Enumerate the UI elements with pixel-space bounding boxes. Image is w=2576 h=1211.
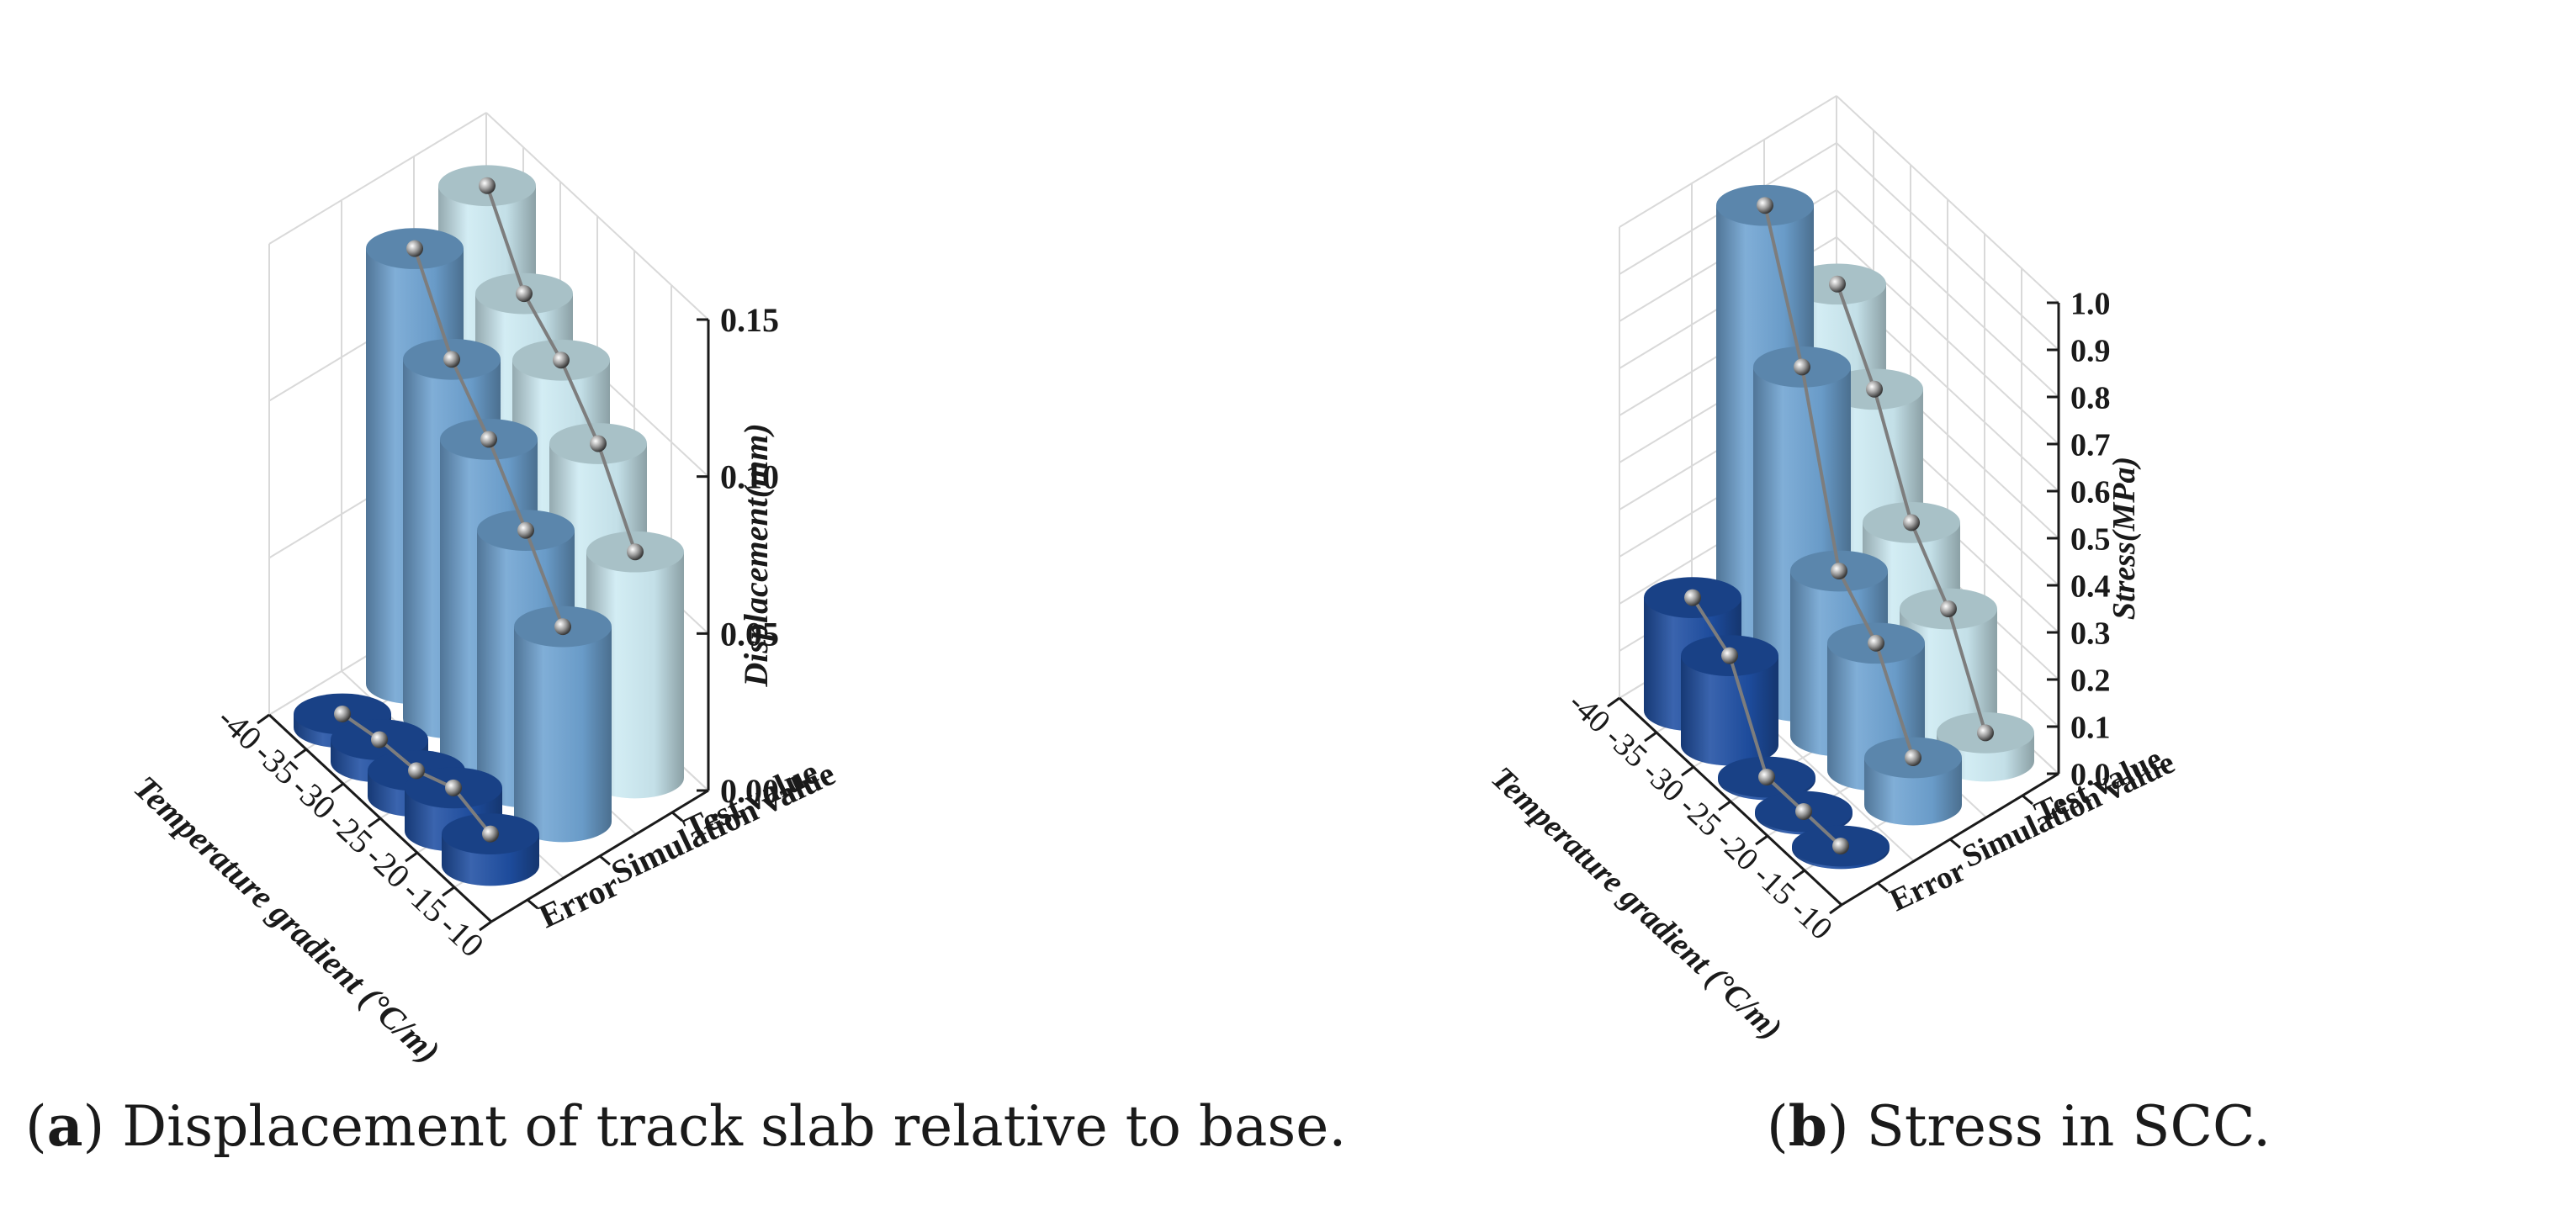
series-tick-mark (1949, 838, 1961, 849)
z-axis-title: Displacement(mm) (737, 423, 775, 687)
caption-b-text: Stress in SCC. (1866, 1094, 2271, 1159)
data-marker (516, 285, 533, 303)
series-tick-mark (671, 811, 683, 822)
z-axis-title: Stress(MPa) (2107, 457, 2142, 620)
x-tick-mark (442, 886, 455, 897)
data-marker (553, 352, 570, 369)
gridline-back-z (268, 112, 487, 245)
data-marker (627, 543, 644, 561)
data-marker (1868, 634, 1884, 652)
data-marker (1977, 724, 1994, 742)
series-tick-mark (527, 898, 538, 910)
series-simulation-value (366, 228, 612, 843)
data-marker (480, 431, 497, 448)
z-tick-label: 0.2 (2070, 663, 2111, 698)
series-axis-label: Error (533, 865, 625, 935)
data-marker (1905, 749, 1921, 766)
z-tick-label: 0.0 (2070, 757, 2111, 792)
x-tick-mark (1607, 696, 1620, 708)
x-tick-mark (1644, 731, 1657, 743)
x-tick-mark (1681, 765, 1694, 777)
data-marker (1940, 600, 1957, 617)
data-marker (1829, 275, 1846, 293)
x-tick-mark (257, 713, 270, 725)
series-axis-label: Error (1884, 853, 1971, 918)
caption-a: (a) Displacement of track slab relative … (25, 1093, 1347, 1159)
z-tick-label: 0.1 (2070, 710, 2111, 745)
x-tick-mark (1718, 800, 1731, 812)
data-marker (1758, 769, 1775, 785)
z-tick-label: 0.15 (720, 301, 779, 339)
series-tick-mark (599, 854, 611, 866)
x-tick-mark (368, 817, 381, 828)
data-marker (517, 521, 534, 539)
data-marker (1684, 589, 1701, 606)
x-axis-title: Temperature gradient (°C/m) (1484, 760, 1788, 1047)
z-tick-label: 0.00 (720, 772, 779, 810)
data-marker (1831, 563, 1847, 579)
x-tick-label: -20 (1709, 823, 1765, 878)
bar (514, 606, 612, 843)
x-tick-mark (1829, 903, 1842, 915)
bar-body (514, 627, 612, 843)
x-tick-mark (405, 851, 418, 863)
x-tick-label: -15 (1746, 858, 1802, 912)
data-marker (1795, 803, 1812, 820)
x-tick-mark (1755, 834, 1768, 846)
caption-b-letter: b (1788, 1093, 1827, 1159)
series-simulation-value (1716, 184, 1962, 826)
z-tick-label: 1.0 (2070, 286, 2111, 321)
z-tick-label: 0.7 (2070, 427, 2111, 463)
data-marker (1794, 358, 1810, 376)
z-tick-label: 0.8 (2070, 380, 2111, 415)
series-tick-mark (2022, 794, 2033, 806)
data-marker (590, 435, 607, 452)
x-tick-label: -10 (1784, 892, 1839, 947)
x-tick-mark (479, 920, 492, 932)
z-tick-label: 0.6 (2070, 474, 2111, 510)
data-marker (1866, 380, 1883, 398)
data-marker (371, 731, 388, 748)
series-error (1644, 577, 1890, 870)
bar (442, 813, 539, 886)
data-marker (554, 618, 571, 636)
data-marker (1903, 514, 1920, 531)
x-tick-label: -30 (1635, 754, 1691, 809)
series-tick-mark (1877, 881, 1889, 893)
data-marker (406, 240, 423, 257)
z-tick-label: 0.4 (2070, 568, 2111, 604)
data-marker (1721, 647, 1738, 664)
x-tick-mark (1792, 869, 1805, 880)
x-tick-label: -35 (1598, 720, 1654, 775)
x-tick-mark (294, 748, 307, 759)
z-tick-label: 0.3 (2070, 616, 2111, 651)
x-tick-label: -25 (1672, 789, 1728, 843)
data-marker (443, 351, 460, 368)
data-marker (334, 705, 351, 722)
x-tick-mark (331, 782, 344, 794)
z-tick-label: 0.05 (720, 615, 779, 653)
data-marker (1757, 197, 1773, 214)
z-tick-label: 0.9 (2070, 333, 2111, 368)
z-tick-label: 0.10 (720, 458, 779, 496)
data-marker (1832, 838, 1849, 854)
caption-b: (b) Stress in SCC. (1767, 1093, 2271, 1159)
data-marker (408, 762, 425, 780)
series-error (294, 693, 539, 886)
data-marker (445, 779, 462, 796)
gridline-back-z (1619, 95, 1837, 228)
z-tick-label: 0.5 (2070, 521, 2111, 557)
caption-a-text: Displacement of track slab relative to b… (122, 1094, 1347, 1159)
x-tick-label: -40 (1561, 685, 1617, 740)
data-marker (482, 825, 499, 843)
caption-a-letter: a (46, 1093, 83, 1159)
data-marker (479, 177, 496, 194)
